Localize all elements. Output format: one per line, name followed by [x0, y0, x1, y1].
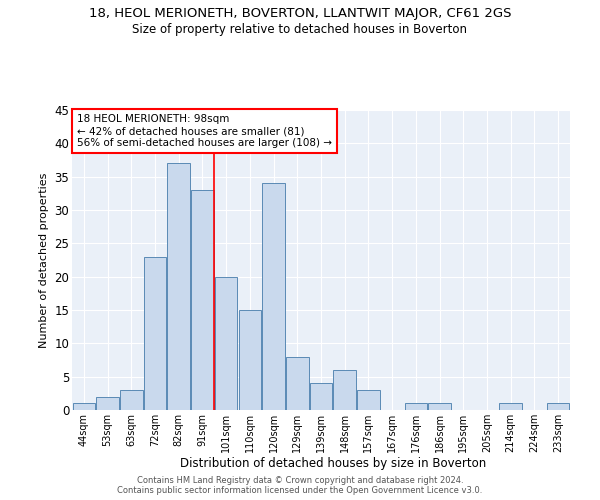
Bar — [191, 190, 214, 410]
Bar — [97, 396, 119, 410]
Text: 18, HEOL MERIONETH, BOVERTON, LLANTWIT MAJOR, CF61 2GS: 18, HEOL MERIONETH, BOVERTON, LLANTWIT M… — [89, 8, 511, 20]
Bar — [120, 390, 143, 410]
Bar — [428, 404, 451, 410]
Text: Contains HM Land Registry data © Crown copyright and database right 2024.
Contai: Contains HM Land Registry data © Crown c… — [118, 476, 482, 495]
Bar — [310, 384, 332, 410]
Bar — [167, 164, 190, 410]
Bar — [239, 310, 261, 410]
Bar — [144, 256, 166, 410]
Bar — [286, 356, 308, 410]
Bar — [215, 276, 238, 410]
Bar — [334, 370, 356, 410]
Bar — [262, 184, 285, 410]
Bar — [499, 404, 522, 410]
Bar — [404, 404, 427, 410]
Y-axis label: Number of detached properties: Number of detached properties — [39, 172, 49, 348]
Text: 18 HEOL MERIONETH: 98sqm
← 42% of detached houses are smaller (81)
56% of semi-d: 18 HEOL MERIONETH: 98sqm ← 42% of detach… — [77, 114, 332, 148]
Text: Distribution of detached houses by size in Boverton: Distribution of detached houses by size … — [180, 458, 486, 470]
Bar — [73, 404, 95, 410]
Text: Size of property relative to detached houses in Boverton: Size of property relative to detached ho… — [133, 22, 467, 36]
Bar — [547, 404, 569, 410]
Bar — [357, 390, 380, 410]
